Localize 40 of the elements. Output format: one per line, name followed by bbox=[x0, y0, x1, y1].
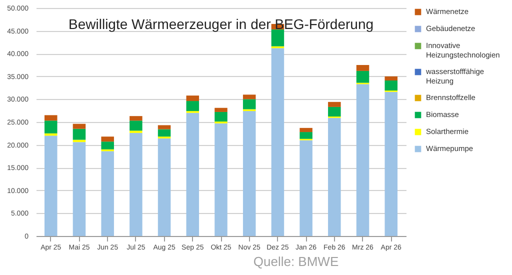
bar bbox=[356, 70, 370, 83]
bar bbox=[300, 132, 312, 139]
bar bbox=[214, 112, 228, 122]
bar bbox=[328, 106, 341, 117]
bar bbox=[72, 124, 86, 129]
bar bbox=[186, 96, 200, 102]
bar bbox=[130, 116, 142, 121]
bar bbox=[300, 140, 312, 236]
bar bbox=[44, 120, 58, 134]
bar bbox=[44, 136, 58, 236]
bar bbox=[130, 132, 142, 236]
bar bbox=[130, 120, 142, 131]
bar bbox=[72, 128, 86, 140]
bar bbox=[384, 76, 398, 81]
bar bbox=[101, 151, 114, 236]
bar bbox=[214, 108, 228, 112]
text: Bewilligte Wärmeerzeuger in der BEG-Förderung bbox=[68, 16, 374, 32]
bar bbox=[242, 99, 256, 110]
bar bbox=[101, 136, 114, 142]
bar bbox=[158, 138, 171, 236]
bar bbox=[271, 48, 284, 236]
source-note: Quelle: BMWE bbox=[253, 254, 339, 269]
bar bbox=[242, 111, 256, 236]
bar bbox=[356, 84, 370, 236]
bar bbox=[214, 123, 228, 236]
bar bbox=[44, 115, 58, 121]
bar bbox=[158, 129, 171, 137]
bar bbox=[101, 142, 114, 150]
bar bbox=[328, 118, 341, 236]
bar bbox=[356, 65, 370, 71]
bar bbox=[242, 94, 256, 100]
bar bbox=[328, 102, 341, 107]
bar bbox=[384, 80, 398, 91]
bar bbox=[44, 133, 58, 136]
bar bbox=[186, 101, 200, 112]
bar bbox=[186, 112, 200, 236]
bar bbox=[72, 142, 86, 236]
bar bbox=[158, 125, 171, 130]
bar bbox=[384, 92, 398, 236]
bar bbox=[300, 128, 312, 132]
